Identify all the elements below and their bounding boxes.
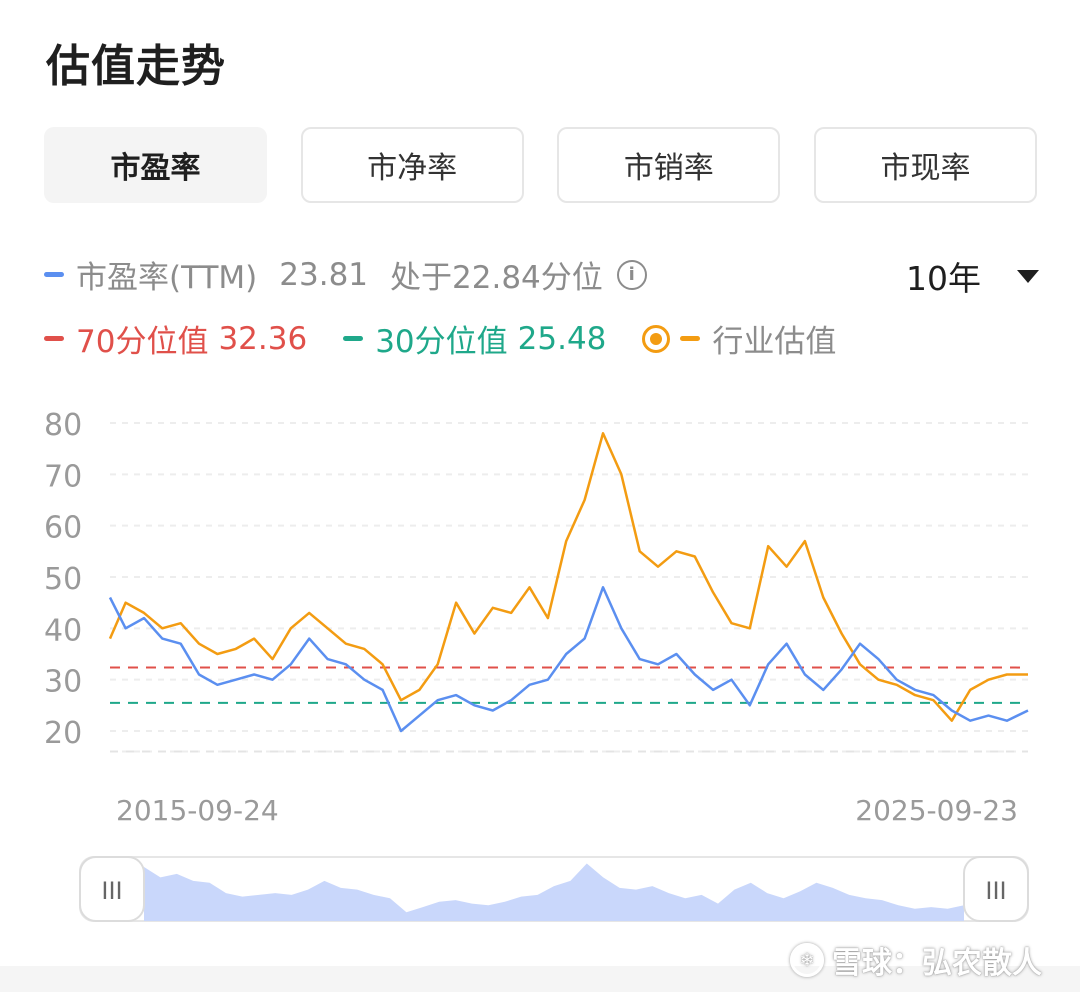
info-icon[interactable]: i [616,259,647,290]
page-title: 估值走势 [46,41,226,92]
legend-reference-row: 70分位值 32.36 30分位值 25.48 行业估值 [44,316,836,361]
range-navigator: III III [79,856,1029,922]
y-axis-ticks: 80 70 60 50 40 30 20 [44,408,82,751]
p70-label: 70分位值 [76,324,209,360]
series-lines [108,432,1029,733]
caret-down-icon [1017,269,1039,283]
x-axis-ticks: 2015-09-24 2025-09-23 [116,794,1018,827]
p70-value: 32.36 [218,320,308,357]
period-selector[interactable]: 10年 [906,252,1039,300]
tab-pe[interactable]: 市盈率 [44,127,267,203]
y-tick-label: 80 [44,408,82,443]
y-tick-label: 40 [44,613,82,648]
tab-ps[interactable]: 市销率 [557,127,781,203]
svg-text:III: III [985,877,1006,905]
industry-legend-swatch [680,336,701,341]
y-tick-label: 70 [44,459,82,494]
pe-series-line [108,586,1029,733]
radio-selected-icon[interactable] [642,324,671,353]
reference-lines [110,666,1028,704]
percentile-text: 处于22.84分位 [390,260,603,296]
industry-label[interactable]: 行业估值 [712,324,837,360]
p30-value: 25.48 [517,320,607,357]
y-tick-label: 30 [44,665,82,700]
legend-pe-row: 市盈率(TTM) 23.81 处于22.84分位 i [44,252,647,297]
y-tick-label: 60 [44,511,82,546]
navigator-left-handle[interactable]: III [79,856,145,922]
navigator-right-handle[interactable]: III [963,856,1029,922]
pe-current-value: 23.81 [279,256,369,293]
svg-text:III: III [101,877,122,905]
pe-legend-swatch [44,272,64,277]
period-label: 10年 [906,259,981,298]
y-tick-label: 20 [44,716,82,751]
snowball-logo-icon: ❄ [790,943,824,977]
p30-legend-swatch [343,336,364,341]
watermark-text: 雪球：弘农散人 [832,946,1042,981]
navigator-area [144,863,964,921]
valuation-chart: 80 70 60 50 40 30 20 2015-09-24 2025-09-23 III … [44,408,1029,922]
industry-series-line [108,432,1028,722]
p70-legend-swatch [44,336,64,341]
p30-label: 30分位值 [375,324,508,360]
metric-tabs: 市盈率 市净率 市销率 市现率 [44,127,1037,203]
y-tick-label: 50 [44,562,82,597]
x-tick-label-end: 2025-09-23 [855,794,1018,827]
grid-layer [110,422,1028,753]
tab-pcf[interactable]: 市现率 [813,127,1037,203]
tab-pb[interactable]: 市净率 [300,127,524,203]
x-tick-label-start: 2015-09-24 [116,794,279,827]
watermark: ❄ 雪球：弘农散人 [790,938,1042,982]
pe-legend-label: 市盈率(TTM) [76,260,258,296]
footer-band [0,966,1080,992]
